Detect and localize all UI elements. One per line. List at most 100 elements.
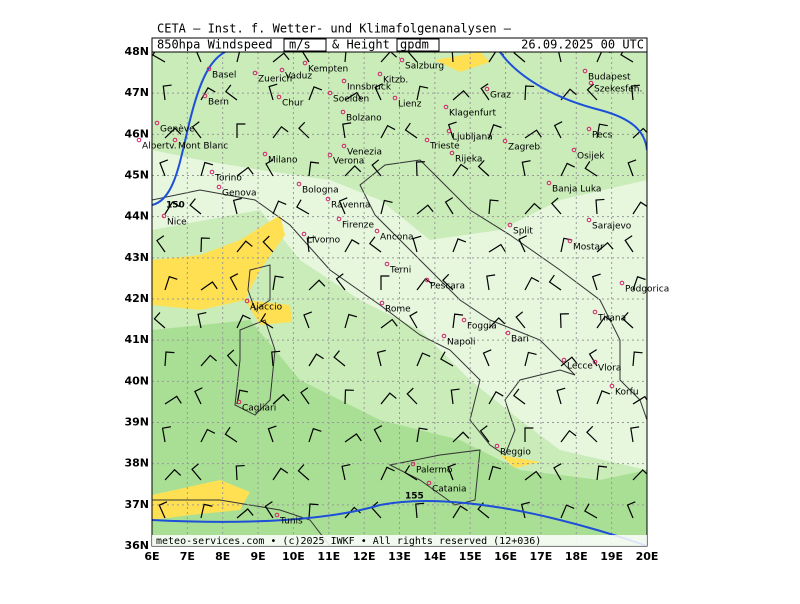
wind-barb [152, 52, 166, 63]
wind-barb [272, 275, 284, 291]
wind-barb [632, 276, 646, 291]
wind-barb [409, 311, 418, 329]
city-label: Mont Blanc [178, 142, 228, 152]
unit-box [396, 38, 440, 52]
wind-barb [630, 426, 640, 443]
city-label: Soelden [333, 95, 369, 105]
lat-label: 48N [124, 45, 149, 58]
wind-barb [620, 52, 634, 63]
city-marker [441, 333, 447, 339]
wind-barb [236, 52, 241, 63]
wind-barb [488, 317, 506, 329]
city-marker [461, 317, 467, 323]
lat-label: 38N [124, 457, 149, 470]
city-label: Milano [268, 156, 298, 166]
wind-barb [596, 241, 614, 253]
header-unit: m/s [289, 38, 311, 52]
city-label: Basel [212, 71, 236, 81]
wind-barb [626, 501, 636, 519]
wind-barb [524, 85, 535, 101]
city-label: Tunis [279, 517, 303, 527]
wind-barb [482, 349, 492, 367]
city-marker [206, 66, 212, 72]
city-marker [588, 80, 594, 86]
wind-barb [196, 52, 202, 63]
city-marker [161, 213, 167, 219]
wind-barb [194, 387, 203, 405]
wind-barb [479, 425, 490, 443]
city-label: Reggio [500, 448, 531, 458]
wind-barb [267, 425, 277, 443]
city-marker [592, 359, 598, 365]
wind-barb [524, 427, 534, 442]
wind-barb [553, 463, 562, 481]
wind-barb [164, 201, 180, 215]
city-label: Pescara [430, 282, 465, 292]
city-marker [426, 480, 432, 486]
wind-barb [488, 465, 502, 481]
footer: meteo-services.com • (c)2025 IWKF • All … [156, 536, 541, 547]
city-marker [327, 152, 333, 158]
wind-barb [344, 313, 358, 329]
wind-barb [236, 508, 254, 519]
lat-label: 37N [124, 498, 149, 511]
wind-barb [200, 161, 214, 177]
wind-barb [452, 238, 467, 253]
city-marker [202, 93, 208, 99]
wind-barb [595, 198, 605, 215]
city-label: Bari [511, 335, 529, 345]
wind-barb [200, 354, 217, 367]
lon-label: 15E [459, 550, 482, 563]
city-marker [484, 86, 490, 92]
wind-barb [550, 197, 562, 215]
wind-barb [153, 312, 166, 329]
wind-barb [264, 501, 274, 519]
wind-barb [630, 84, 640, 101]
wind-barb [477, 159, 490, 177]
wind-barb [373, 425, 383, 443]
wind-barb [632, 395, 647, 405]
city-marker [609, 383, 615, 389]
wind-barb [488, 124, 502, 139]
city-label: Korfu [615, 388, 639, 398]
wind-barb [521, 160, 531, 177]
lon-label: 11E [317, 550, 340, 563]
lon-label: 17E [530, 550, 553, 563]
city-marker [244, 298, 250, 304]
city-label: Trieste [429, 142, 460, 152]
wind-barb [296, 199, 310, 215]
wind-barb [515, 311, 526, 329]
wind-barb [596, 465, 608, 481]
wind-barb [452, 505, 468, 519]
wind-barb [308, 279, 326, 291]
city-marker [505, 330, 511, 336]
wind-max-area [500, 455, 540, 468]
wind-barb [335, 273, 346, 291]
wind-barb [488, 199, 499, 215]
wind-barb [480, 83, 490, 101]
lat-label: 46N [124, 127, 149, 140]
city-label: Albertv. [142, 142, 177, 152]
city-marker [377, 71, 383, 77]
wind-barb [407, 52, 418, 63]
wind-barb [632, 351, 643, 367]
wind-barb [416, 352, 431, 367]
wind-barb [271, 350, 281, 367]
wind-barb [297, 464, 310, 481]
wind-barb [200, 281, 218, 291]
city-marker [374, 228, 380, 234]
wind-barb [164, 275, 178, 291]
lon-label: 14E [423, 550, 446, 563]
city-marker [494, 443, 500, 449]
wind-max-area [152, 215, 285, 310]
wind-barb [380, 124, 396, 139]
wind-max-area [245, 300, 292, 325]
wind-barb [444, 197, 454, 215]
wind-barb [341, 463, 351, 481]
wind-barb [447, 121, 457, 139]
wind-barb [380, 466, 395, 481]
header-parameter: 850hpa Windspeed [157, 38, 273, 52]
wind-barb [524, 129, 542, 139]
wind-barb [272, 52, 290, 63]
